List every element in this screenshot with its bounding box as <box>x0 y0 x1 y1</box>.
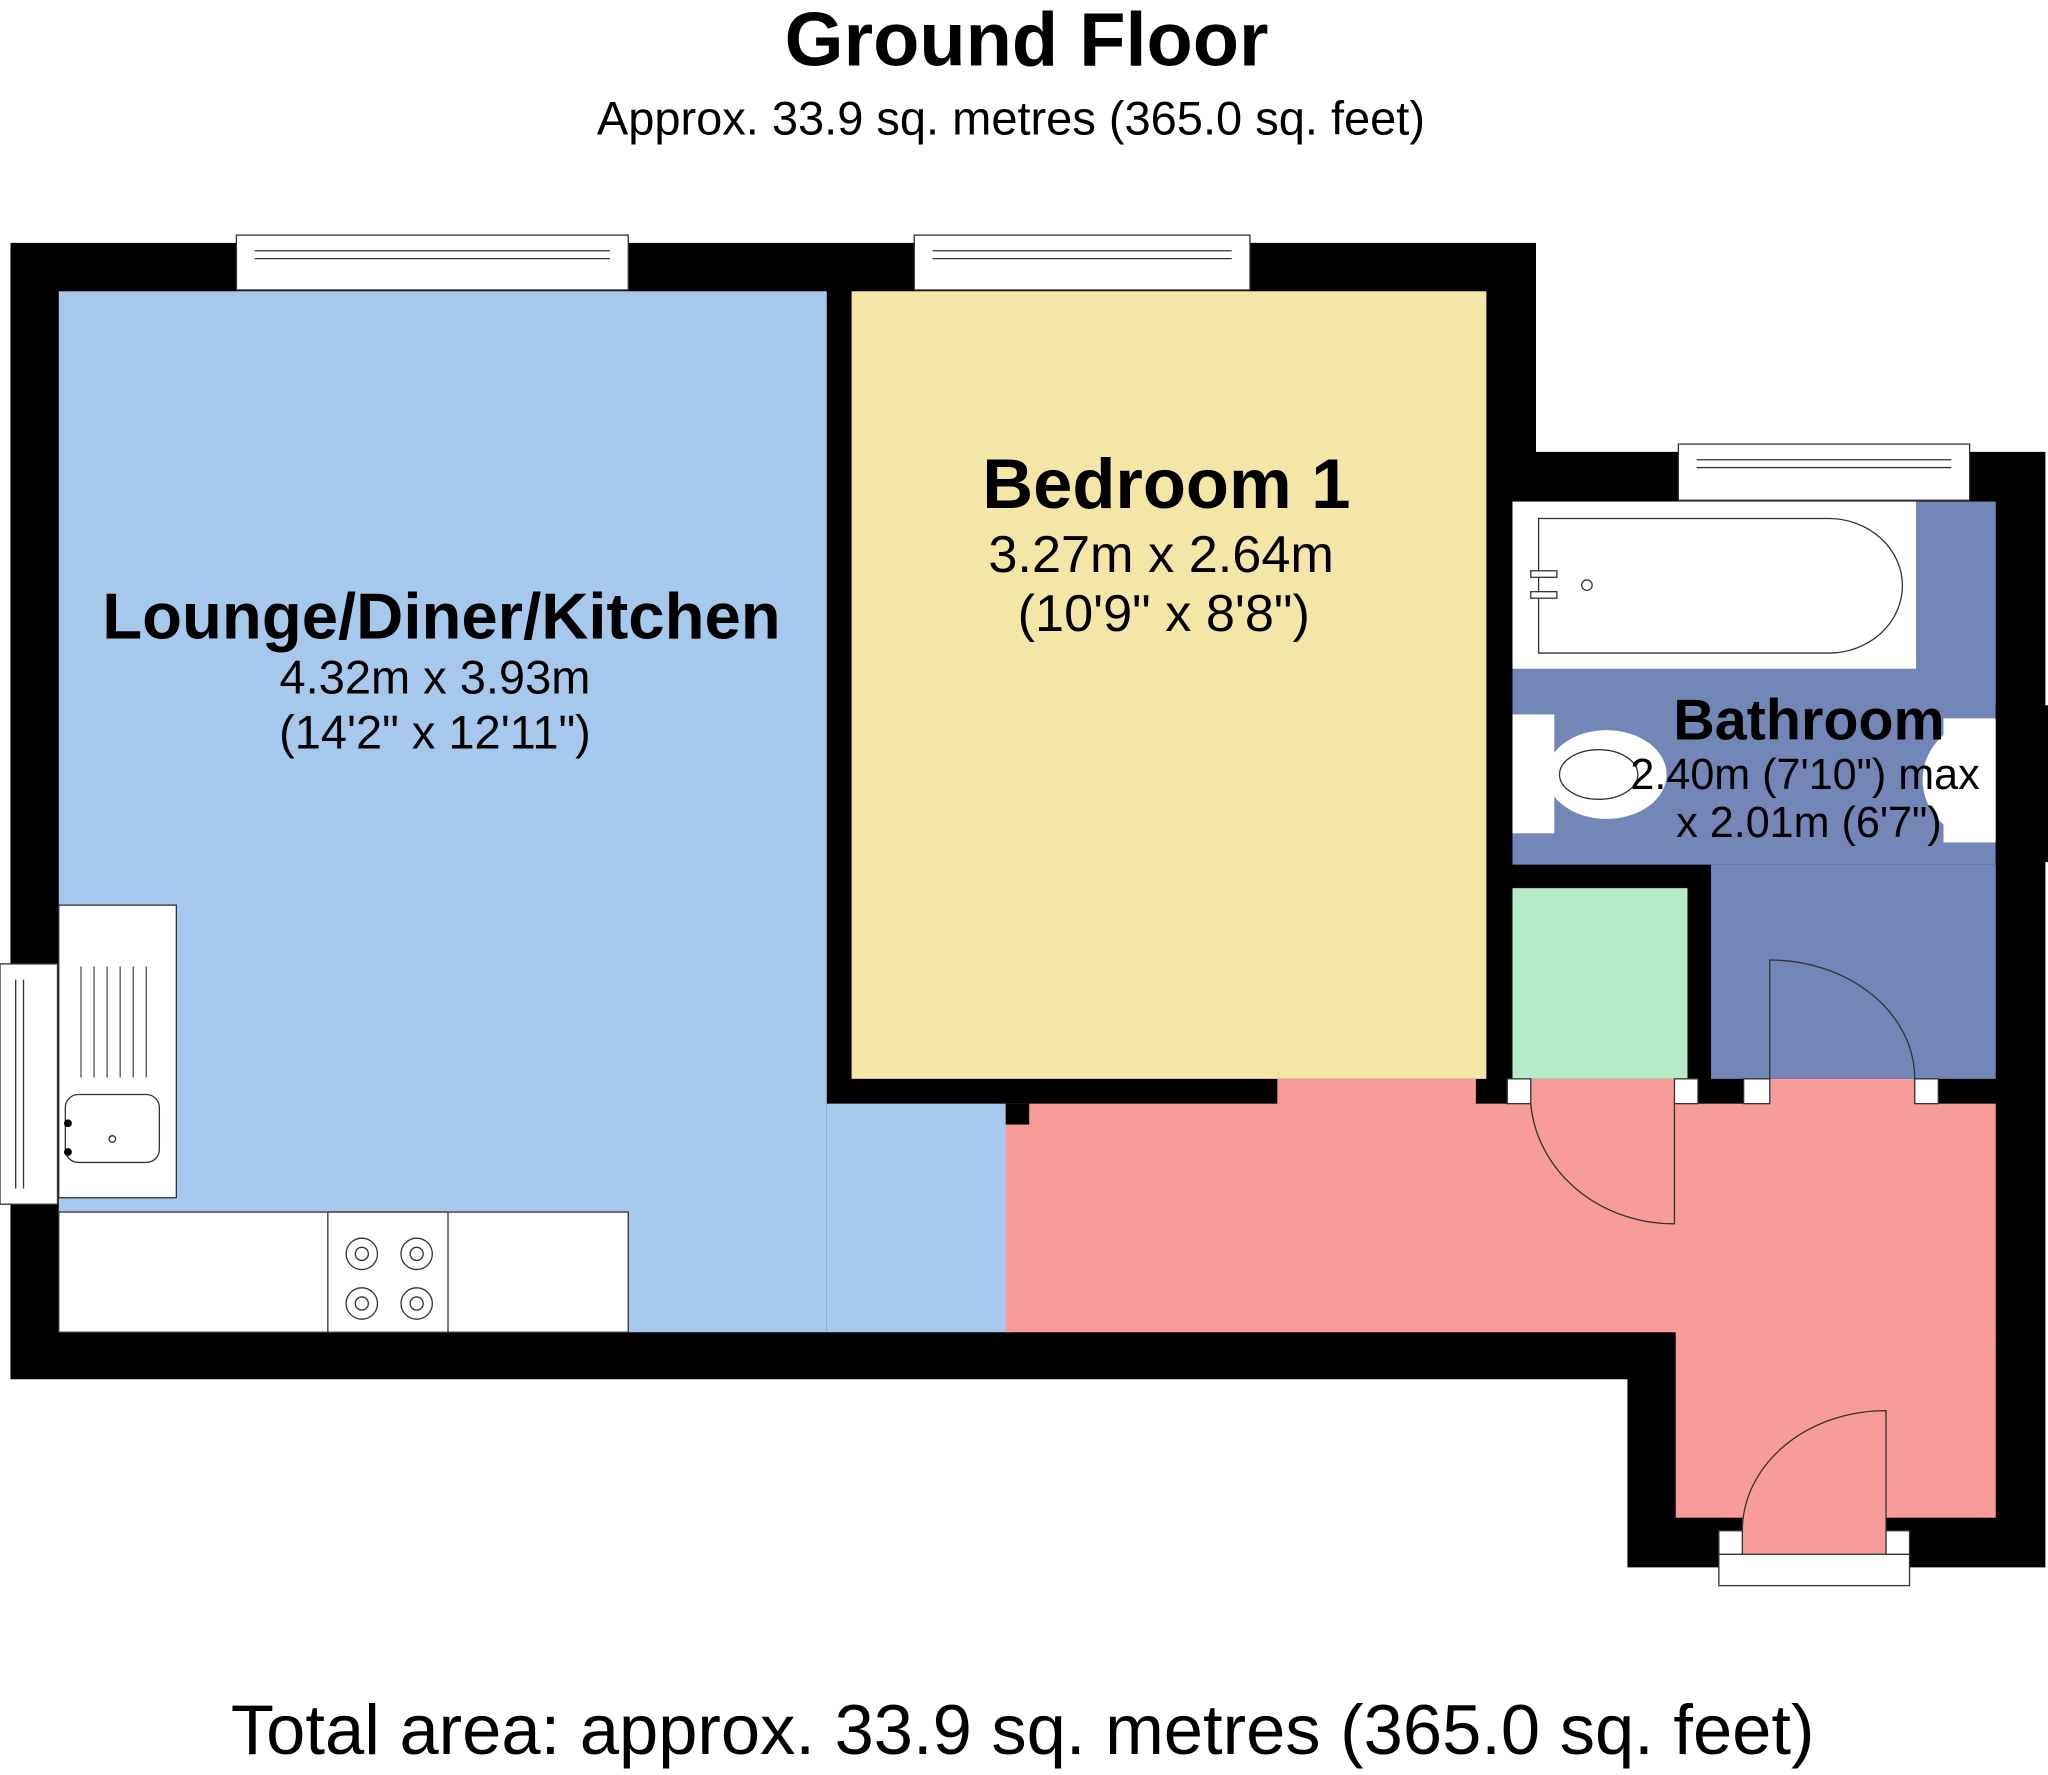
room-name: Bedroom 1 <box>982 444 1350 523</box>
basin-icon <box>1922 705 2048 863</box>
door-bathroom[interactable] <box>1743 959 1939 1105</box>
label-bathroom: Bathroom 2.40m (7'10") max x 2.01m (6'7"… <box>1630 688 1980 847</box>
room-name: Bathroom <box>1673 688 1944 752</box>
toilet-icon <box>1512 714 1667 834</box>
room-size-imperial: (10'9" x 8'8") <box>1018 585 1310 643</box>
front-door-sill <box>1718 1553 1911 1587</box>
floor-title: Ground Floor <box>785 0 1269 82</box>
window <box>1677 443 1971 501</box>
window <box>235 234 629 291</box>
room-size-metric: 2.40m (7'10") max <box>1630 751 1980 799</box>
label-lounge: Lounge/Diner/Kitchen 4.32m x 3.93m (14'2… <box>102 580 780 759</box>
kitchen-sink-unit <box>58 904 177 1199</box>
door-cupboard[interactable] <box>1506 1078 1699 1225</box>
total-area: Total area: approx. 33.9 sq. metres (365… <box>231 1690 1815 1769</box>
hob-icon <box>327 1211 449 1333</box>
room-size-imperial: (14'2" x 12'11") <box>279 705 591 758</box>
room-size-metric: 3.27m x 2.64m <box>988 526 1334 584</box>
lounge-room <box>58 291 1010 1333</box>
room-size-metric: 4.32m x 3.93m <box>280 651 591 704</box>
wall-stub <box>1005 1103 1030 1125</box>
window <box>0 963 59 1205</box>
room-size-imperial: x 2.01m (6'7") <box>1676 799 1941 847</box>
floor-area-subtitle: Approx. 33.9 sq. metres (365.0 sq. feet) <box>597 92 1425 145</box>
room-name: Lounge/Diner/Kitchen <box>102 580 780 653</box>
bedroom-room <box>851 291 1487 1079</box>
window <box>913 234 1251 291</box>
hallway-room <box>1005 1078 1996 1568</box>
bath-icon <box>1512 501 1917 669</box>
cupboard-room <box>1512 888 1688 1079</box>
label-bedroom: Bedroom 1 3.27m x 2.64m (10'9" x 8'8") <box>982 444 1350 643</box>
front-door[interactable] <box>1718 1409 1911 1555</box>
